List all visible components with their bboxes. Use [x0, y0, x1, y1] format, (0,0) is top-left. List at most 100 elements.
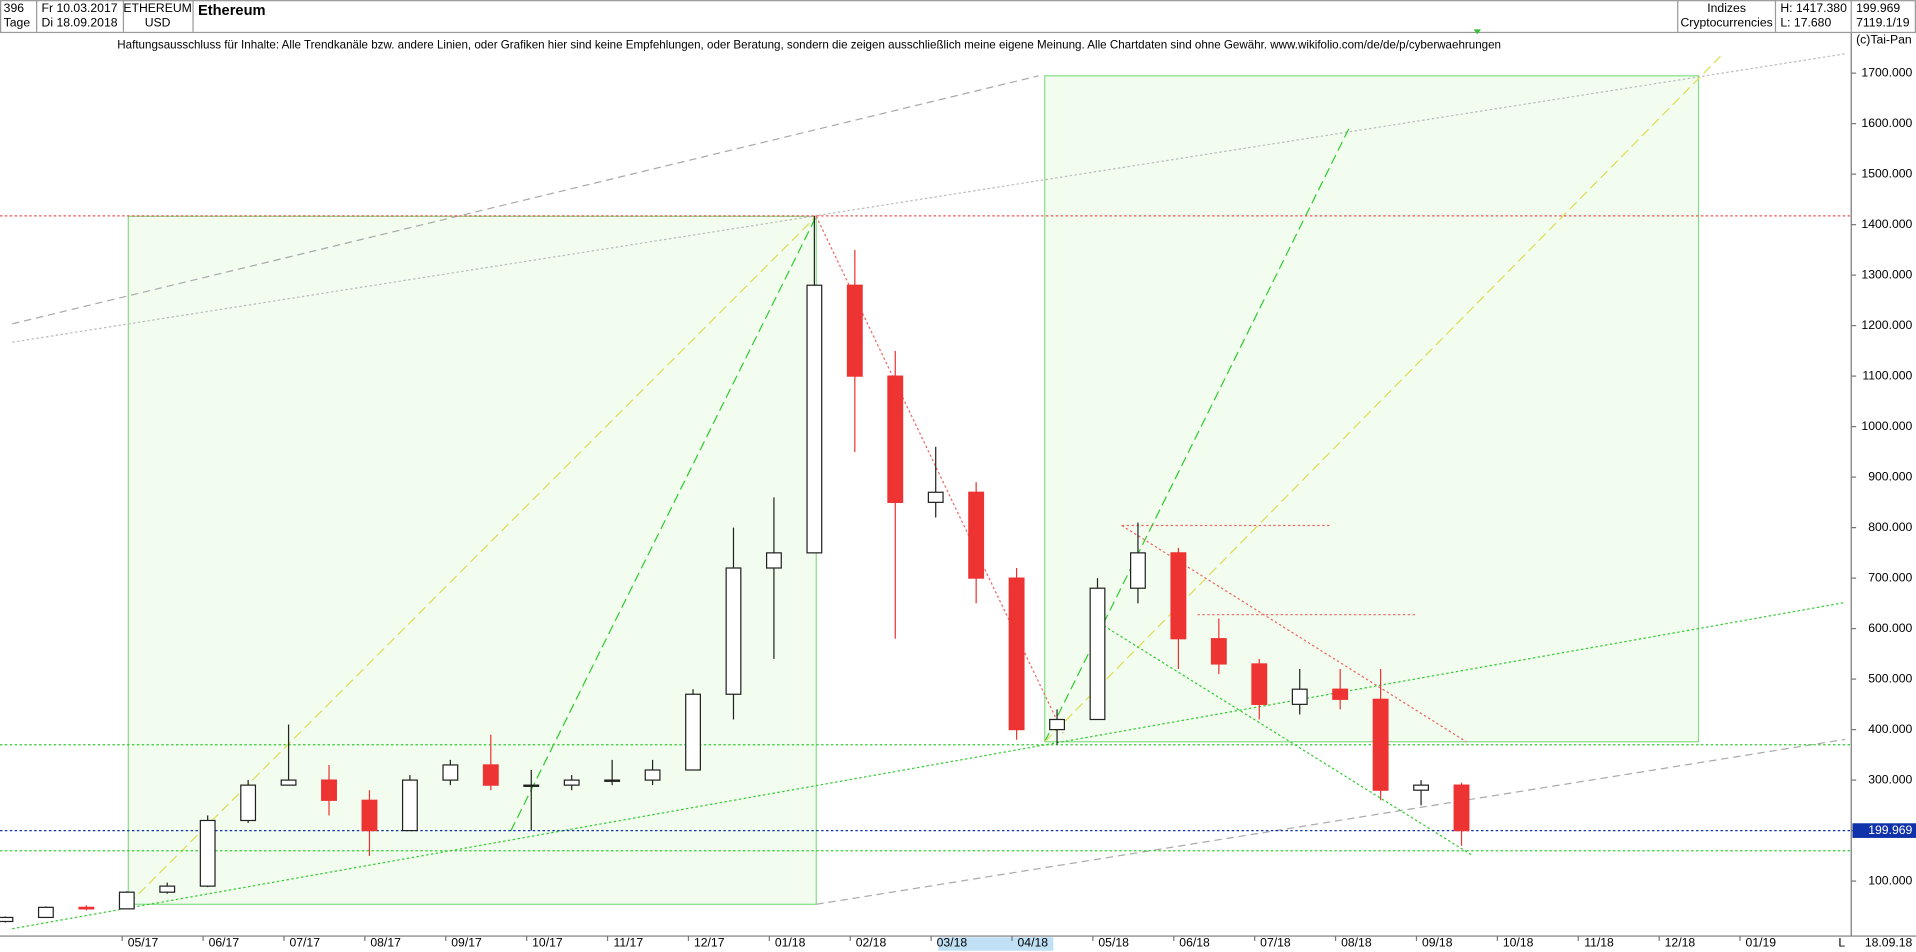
y-tick-label: 600.000 — [1868, 621, 1912, 635]
x-tick-label: 01/19 — [1746, 936, 1777, 950]
x-tick-label: 03/18 — [937, 936, 968, 950]
trend-line — [12, 53, 1846, 343]
x-tick-label: 05/18 — [1098, 936, 1129, 950]
x-tick-label: 09/18 — [1422, 936, 1453, 950]
candle-body — [725, 567, 742, 695]
candle-body — [118, 891, 135, 910]
trend-line — [12, 75, 1039, 325]
candle-body — [280, 779, 297, 786]
price-tag-box — [1852, 823, 1916, 838]
y-tick-label: 1500.000 — [1861, 166, 1912, 180]
last: 199.969 — [1856, 1, 1900, 15]
price-tag: 199.969 — [1868, 823, 1912, 837]
x-tick-label: 02/18 — [856, 936, 887, 950]
y-tick-label: 400.000 — [1868, 722, 1912, 736]
candle-body — [1453, 784, 1470, 832]
unit[interactable]: Tage — [4, 15, 31, 29]
candle-body — [1089, 587, 1106, 721]
candle-body — [765, 552, 782, 569]
candle-body — [159, 885, 176, 893]
y-tick-label: 1400.000 — [1861, 217, 1912, 231]
date-to[interactable]: Di 18.09.2018 — [42, 15, 118, 29]
trend-line — [1121, 524, 1467, 743]
annotations — [12, 53, 1846, 930]
trend-line — [1044, 125, 1351, 743]
y-tick-label: 700.000 — [1868, 570, 1912, 584]
x-tick-label: 04/18 — [1018, 936, 1049, 950]
candle-body — [1210, 638, 1227, 665]
subgroup: Cryptocurrencies — [1680, 15, 1772, 29]
x-tick-label: 09/17 — [451, 936, 482, 950]
candle-body — [846, 284, 863, 377]
candle-body — [37, 906, 54, 919]
candle-body — [361, 799, 378, 832]
y-tick-label: 1000.000 — [1861, 419, 1912, 433]
candle-body — [78, 906, 95, 910]
y-tick-label: 900.000 — [1868, 469, 1912, 483]
candle-body — [1291, 688, 1308, 705]
y-tick-label: 100.000 — [1868, 873, 1912, 887]
bars-count[interactable]: 396 — [4, 1, 25, 15]
x-tick-label: 12/18 — [1665, 936, 1696, 950]
candle-body — [482, 764, 499, 786]
candle-body — [604, 779, 621, 782]
x-tick-label: 07/17 — [289, 936, 320, 950]
footer-date: 18.09.18 — [1865, 936, 1913, 950]
code: 7119.1/19 — [1856, 15, 1910, 29]
candle-body — [685, 693, 701, 771]
trend-line — [816, 738, 1846, 905]
trend-line — [510, 216, 817, 832]
candle-body — [401, 779, 418, 832]
currency: USD — [145, 15, 171, 29]
x-tick-label: 11/18 — [1584, 936, 1614, 950]
candle-body — [523, 784, 540, 787]
footer-mode: L — [1838, 936, 1845, 950]
y-tick-label: 1600.000 — [1861, 116, 1912, 130]
candle-body — [563, 779, 580, 786]
candle-body — [0, 916, 14, 923]
candle-body — [887, 375, 904, 503]
candle-body — [1008, 577, 1025, 731]
candle-body — [1049, 718, 1065, 731]
candle-body — [644, 769, 661, 781]
marker — [1473, 29, 1481, 35]
date-from[interactable]: Fr 10.03.2017 — [42, 1, 118, 15]
candle-body — [199, 819, 216, 887]
trend-line — [12, 601, 1846, 930]
symbol: ETHEREUM — [123, 1, 191, 15]
x-tick-label: 06/18 — [1179, 936, 1210, 950]
y-tick-label: 800.000 — [1868, 520, 1912, 534]
candle-body — [1372, 698, 1389, 791]
x-tick-label: 12/17 — [694, 936, 725, 950]
x-tick-label: 10/18 — [1503, 936, 1534, 950]
disclaimer: Haftungsausschluss für Inhalte: Alle Tre… — [117, 38, 1501, 51]
group: Indizes — [1707, 1, 1746, 15]
low: L: 17.680 — [1780, 15, 1831, 29]
candle-body — [321, 779, 337, 801]
candle-body — [240, 784, 257, 822]
candle-body — [1251, 663, 1268, 705]
candle-body — [442, 764, 459, 781]
candle-body — [927, 491, 944, 503]
chart-title: Ethereum — [198, 3, 266, 19]
header-frame — [0, 0, 1916, 34]
x-tick-label: 05/17 — [128, 936, 159, 950]
y-tick-label: 1300.000 — [1861, 267, 1912, 281]
candle-body — [968, 491, 985, 579]
range-highlight — [938, 937, 1054, 951]
candle-body — [806, 284, 823, 554]
y-tick-label: 300.000 — [1868, 772, 1912, 786]
x-tick-label: 11/17 — [614, 936, 644, 950]
x-tick-label: 08/18 — [1341, 936, 1372, 950]
candle-body — [1170, 552, 1187, 640]
y-tick-label: 1200.000 — [1861, 318, 1912, 332]
x-tick-label: 08/17 — [370, 936, 401, 950]
candle-body — [1332, 688, 1349, 700]
high: H: 1417.380 — [1780, 1, 1847, 15]
candle-body — [1130, 552, 1146, 589]
x-tick-label: 07/18 — [1260, 936, 1291, 950]
header: 396 Fr 10.03.2017 Tage Di 18.09.2018 ETH… — [0, 0, 1916, 34]
copyright: (c)Tai-Pan — [1856, 33, 1912, 47]
y-tick-label: 1100.000 — [1862, 368, 1912, 382]
